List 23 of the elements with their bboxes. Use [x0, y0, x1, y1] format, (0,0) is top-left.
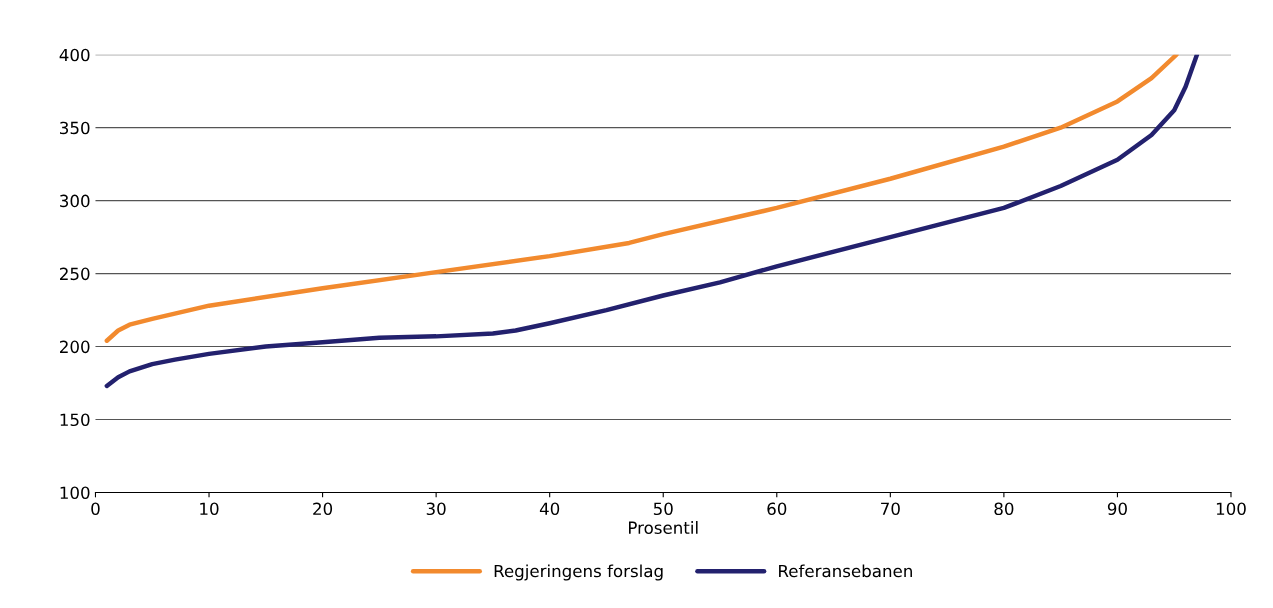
x-tick-label: 40	[539, 502, 560, 516]
line-series	[104, 54, 1200, 389]
x-tick-label: 50	[653, 502, 673, 516]
y-tick-label: 400	[59, 48, 90, 62]
y-tick-label: 100	[60, 486, 90, 500]
x-axis-title: Prosentil	[629, 521, 698, 535]
x-tick-label: 60	[767, 502, 787, 516]
line-series	[104, 54, 1179, 343]
x-tick-label: 80	[994, 502, 1014, 516]
x-tick-label: 0	[91, 502, 100, 516]
x-tick-label: 20	[313, 502, 333, 516]
y-tick-label: 200	[60, 340, 90, 354]
y-tick-label: 300	[60, 194, 90, 208]
legend-label: Regjeringens forslag	[494, 564, 663, 581]
y-tick-label: 150	[60, 413, 90, 427]
legend-label: Referansebanen	[779, 564, 912, 578]
y-tick-label: 350	[60, 121, 90, 135]
x-tick-label: 70	[881, 502, 900, 516]
x-tick-label: 30	[426, 502, 446, 516]
x-tick-label: 10	[200, 502, 219, 516]
x-tick-label: 100	[1216, 502, 1246, 516]
x-tick-label: 90	[1107, 502, 1127, 516]
y-tick-label: 250	[60, 267, 90, 281]
